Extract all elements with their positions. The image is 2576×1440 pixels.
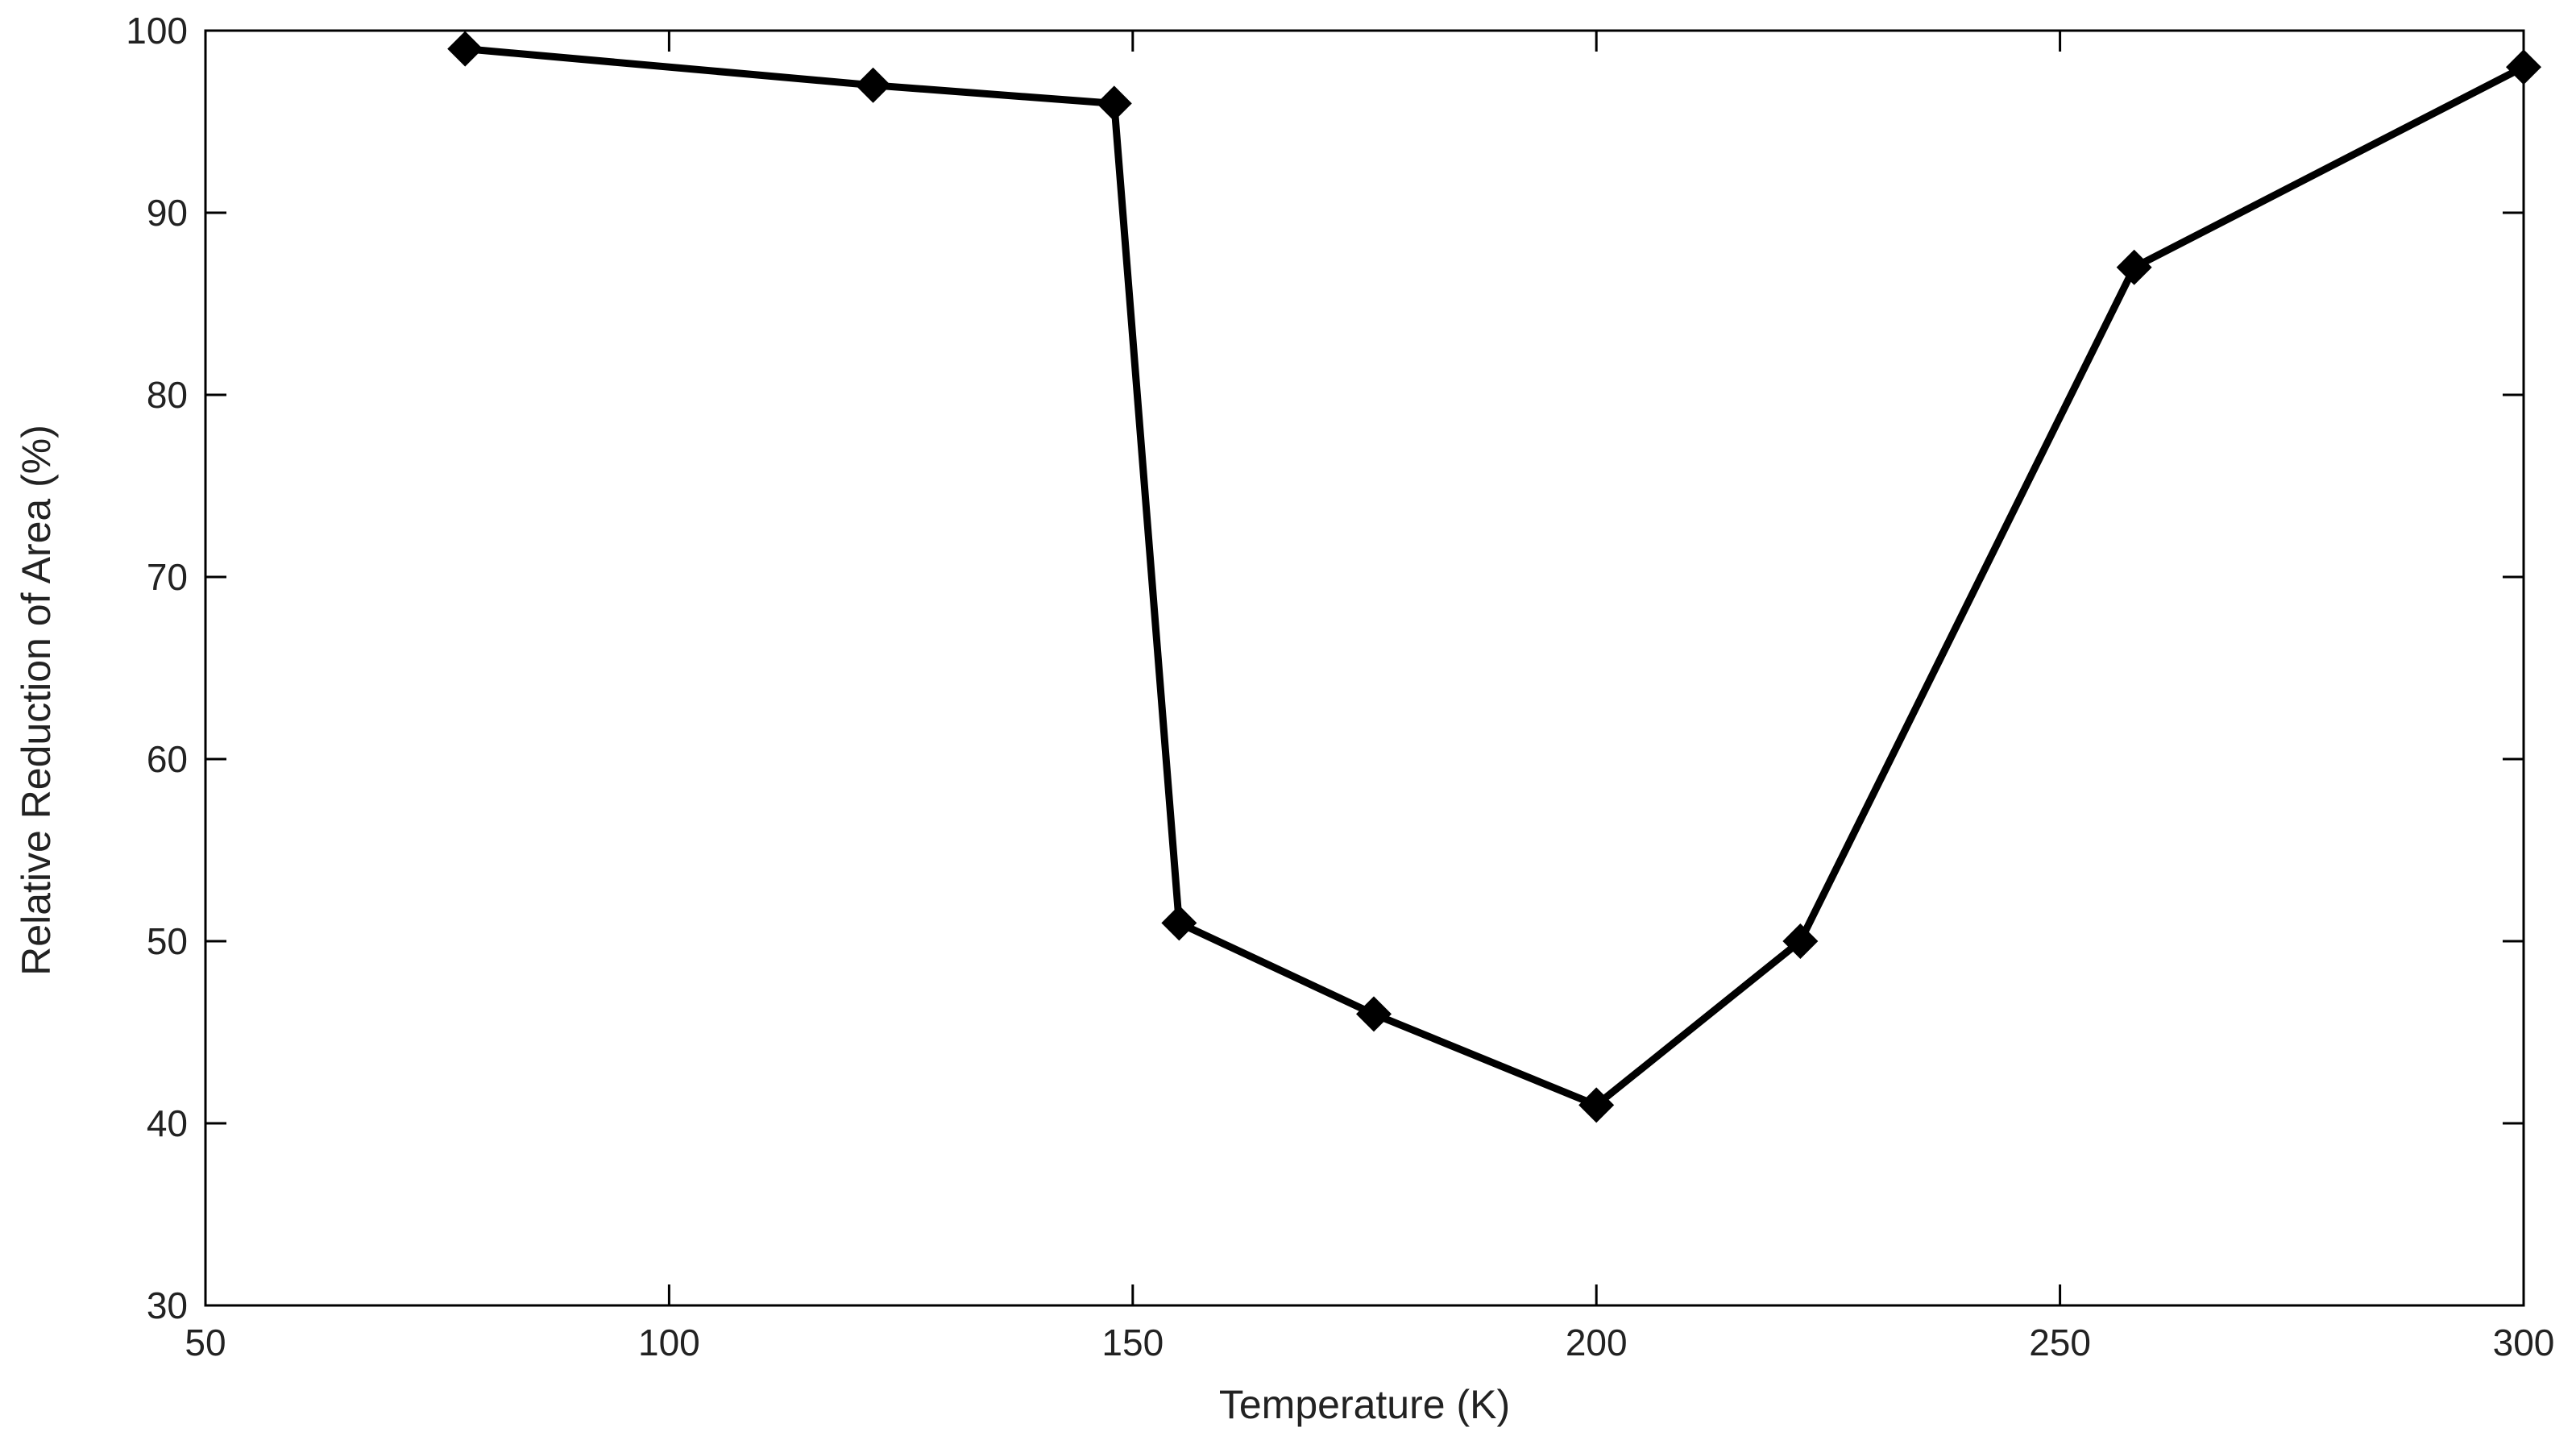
data-point-marker xyxy=(855,67,891,103)
x-tick-label: 100 xyxy=(638,1322,700,1363)
x-tick-label: 50 xyxy=(185,1322,226,1363)
x-tick-label: 250 xyxy=(2029,1322,2091,1363)
data-point-marker xyxy=(2116,249,2152,285)
data-point-marker xyxy=(1161,905,1197,941)
plot-frame xyxy=(204,29,2525,1307)
y-axis-title: Relative Reduction of Area (%) xyxy=(14,425,59,976)
y-tick-label: 30 xyxy=(147,1284,188,1326)
data-series xyxy=(447,31,2541,1123)
y-tick-label: 90 xyxy=(147,192,188,234)
y-tick-label: 40 xyxy=(147,1102,188,1144)
data-point-marker xyxy=(1578,1087,1615,1123)
data-point-marker xyxy=(1782,923,1819,959)
x-tick-label: 150 xyxy=(1101,1322,1164,1363)
data-point-marker xyxy=(1096,85,1132,122)
data-point-marker xyxy=(447,31,483,67)
axis-ticks: 50 100 150 200 250 300 30 40 50 60 70 80 90 100 xyxy=(126,10,2554,1363)
x-tick-label: 200 xyxy=(1566,1322,1628,1363)
y-tick-label: 100 xyxy=(126,10,188,52)
x-tick-label: 300 xyxy=(2493,1322,2555,1363)
series-line xyxy=(464,45,2526,1109)
y-tick-label: 50 xyxy=(147,920,188,962)
data-point-marker xyxy=(2506,49,2541,85)
y-tick-label: 60 xyxy=(147,738,188,780)
x-axis-title: Temperature (K) xyxy=(1219,1382,1510,1427)
y-tick-label: 80 xyxy=(147,374,188,416)
data-point-marker xyxy=(1356,996,1392,1032)
y-tick-label: 70 xyxy=(147,556,188,598)
